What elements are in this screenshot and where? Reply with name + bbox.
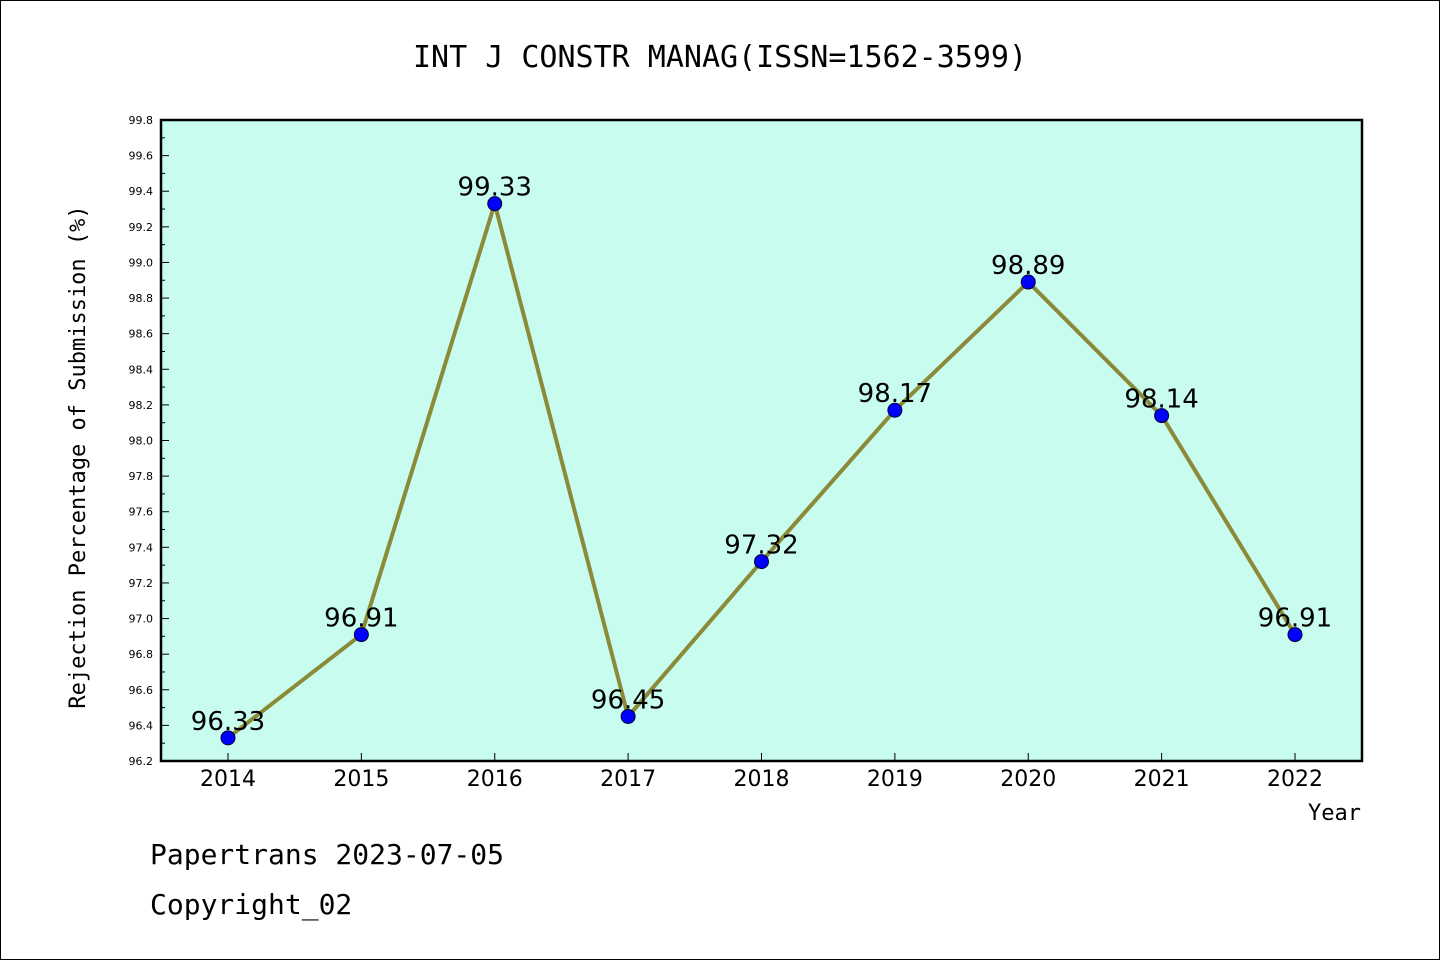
y-tick-label: 99.4 <box>129 185 154 198</box>
y-tick-label: 97.4 <box>129 541 154 554</box>
y-tick-label: 98.6 <box>129 328 154 341</box>
y-tick-label: 96.8 <box>129 648 154 661</box>
chart-title: INT J CONSTR MANAG(ISSN=1562-3599) <box>413 40 1027 75</box>
y-tick-label: 97.2 <box>129 577 154 590</box>
y-tick-label: 99.8 <box>129 114 154 127</box>
x-tick-label: 2022 <box>1267 767 1323 792</box>
y-axis-label: Rejection Percentage of Submission (%) <box>66 205 91 708</box>
data-point <box>1287 627 1303 643</box>
x-tick-label: 2018 <box>734 767 790 792</box>
data-point <box>1154 408 1170 424</box>
data-point <box>1020 274 1036 290</box>
data-label: 97.32 <box>724 531 798 561</box>
y-tick-label: 99.0 <box>129 256 154 269</box>
y-tick-label: 98.2 <box>129 399 154 412</box>
x-tick-label: 2015 <box>333 767 389 792</box>
data-point <box>220 730 236 746</box>
series-line <box>220 196 1303 746</box>
y-tick-label: 97.8 <box>129 470 154 483</box>
x-tick-label: 2017 <box>600 767 656 792</box>
data-label: 98.17 <box>858 379 932 409</box>
y-tick-label: 98.4 <box>129 363 154 376</box>
data-point <box>754 554 769 570</box>
footer-line1: Papertrans 2023-07-05 <box>150 838 504 871</box>
data-point <box>353 627 369 643</box>
y-tick-label: 97.6 <box>129 506 154 519</box>
data-label: 99.33 <box>458 173 532 203</box>
data-point <box>887 402 903 418</box>
y-tick-label: 97.0 <box>129 613 154 626</box>
y-tick-label: 98.0 <box>129 435 154 448</box>
data-labels: 96.33 96.91 99.33 96.45 97.32 98.17 98.89 98.14… <box>191 173 1332 737</box>
x-tick-label: 2019 <box>867 767 923 792</box>
data-point <box>487 196 503 212</box>
x-tick-label: 2021 <box>1134 767 1190 792</box>
y-tick-label: 96.6 <box>129 684 154 697</box>
plot-area <box>159 118 1364 763</box>
data-label: 96.91 <box>324 604 398 634</box>
footer-line2: Copyright_02 <box>150 888 352 922</box>
y-tick-label: 96.2 <box>129 755 154 768</box>
x-tick-label: 2016 <box>467 767 523 792</box>
y-axis: 96.2 96.4 96.6 96.8 97.0 97.2 97.4 97.6 97.8 98.0… <box>129 114 169 768</box>
x-tick-label: 2020 <box>1000 767 1056 792</box>
data-point <box>620 708 636 724</box>
y-tick-label: 99.2 <box>129 221 154 234</box>
x-axis-label: Year <box>1308 801 1361 826</box>
data-label: 96.45 <box>591 685 665 715</box>
y-tick-label: 96.4 <box>129 719 154 732</box>
data-label: 98.89 <box>991 251 1065 281</box>
y-tick-label: 99.6 <box>129 150 154 163</box>
x-axis: 2014 2015 2016 2017 2018 2019 2020 2021 2022 <box>200 753 1323 792</box>
x-tick-label: 2014 <box>200 767 256 792</box>
data-label: 98.14 <box>1124 385 1198 415</box>
data-label: 96.33 <box>191 707 265 737</box>
data-label: 96.91 <box>1258 604 1332 634</box>
y-tick-label: 98.8 <box>129 292 154 305</box>
